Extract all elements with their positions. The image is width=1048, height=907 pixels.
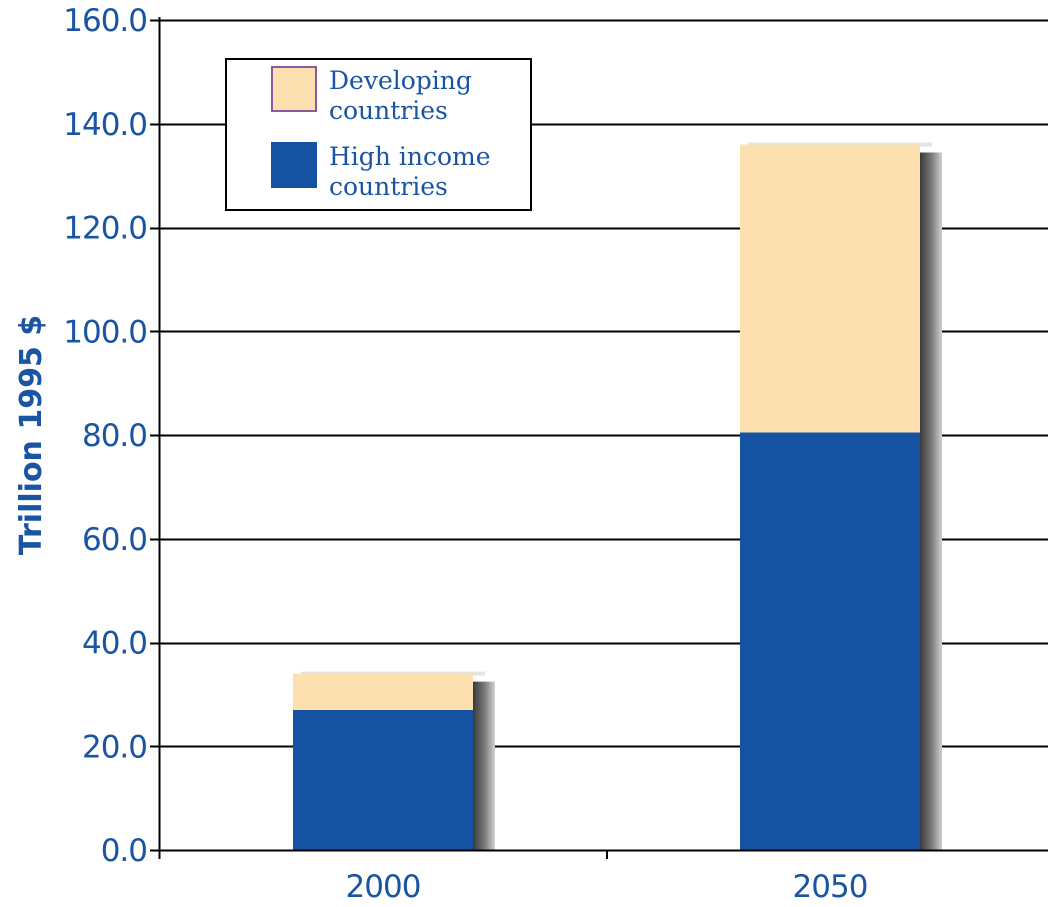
- y-tick-label-160.0: 160.0: [63, 3, 147, 39]
- y-tick-label-120.0: 120.0: [63, 211, 147, 247]
- bars: [293, 142, 942, 850]
- x-category-label-2050: 2050: [793, 869, 868, 905]
- y-tick-label-80.0: 80.0: [82, 418, 147, 454]
- axes: [150, 17, 1048, 859]
- legend-label-1-line-1: countries: [329, 172, 448, 201]
- legend-swatch-0: [271, 66, 317, 112]
- y-tick-label-60.0: 60.0: [82, 522, 147, 558]
- bar-2050-developing-countries: [740, 144, 920, 433]
- tick-labels: 0.0 20.0 40.0 60.0 80.0 100.0 120.0 140.0 160.0 2…: [63, 3, 868, 905]
- y-tick-label-40.0: 40.0: [82, 626, 147, 662]
- x-category-label-2000: 2000: [346, 869, 421, 905]
- bar-2050-high-income-countries: [740, 432, 920, 850]
- y-axis-title: Trillion 1995 $: [14, 315, 49, 555]
- bar-shadow-2050: [920, 152, 942, 850]
- bar-2000-high-income-countries: [293, 709, 473, 850]
- legend-label-1-line-0: High income: [329, 142, 491, 171]
- y-tick-label-100.0: 100.0: [63, 314, 147, 350]
- y-tick-label-140.0: 140.0: [63, 107, 147, 143]
- legend-swatch-1: [271, 142, 317, 188]
- y-tick-label-20.0: 20.0: [82, 729, 147, 765]
- bar-shadow-2000: [473, 681, 495, 850]
- legend-label-0-line-0: Developing: [329, 66, 472, 95]
- legend-label-0-line-1: countries: [329, 96, 448, 125]
- bar-2000-developing-countries: [293, 673, 473, 710]
- y-tick-label-0.0: 0.0: [101, 833, 147, 869]
